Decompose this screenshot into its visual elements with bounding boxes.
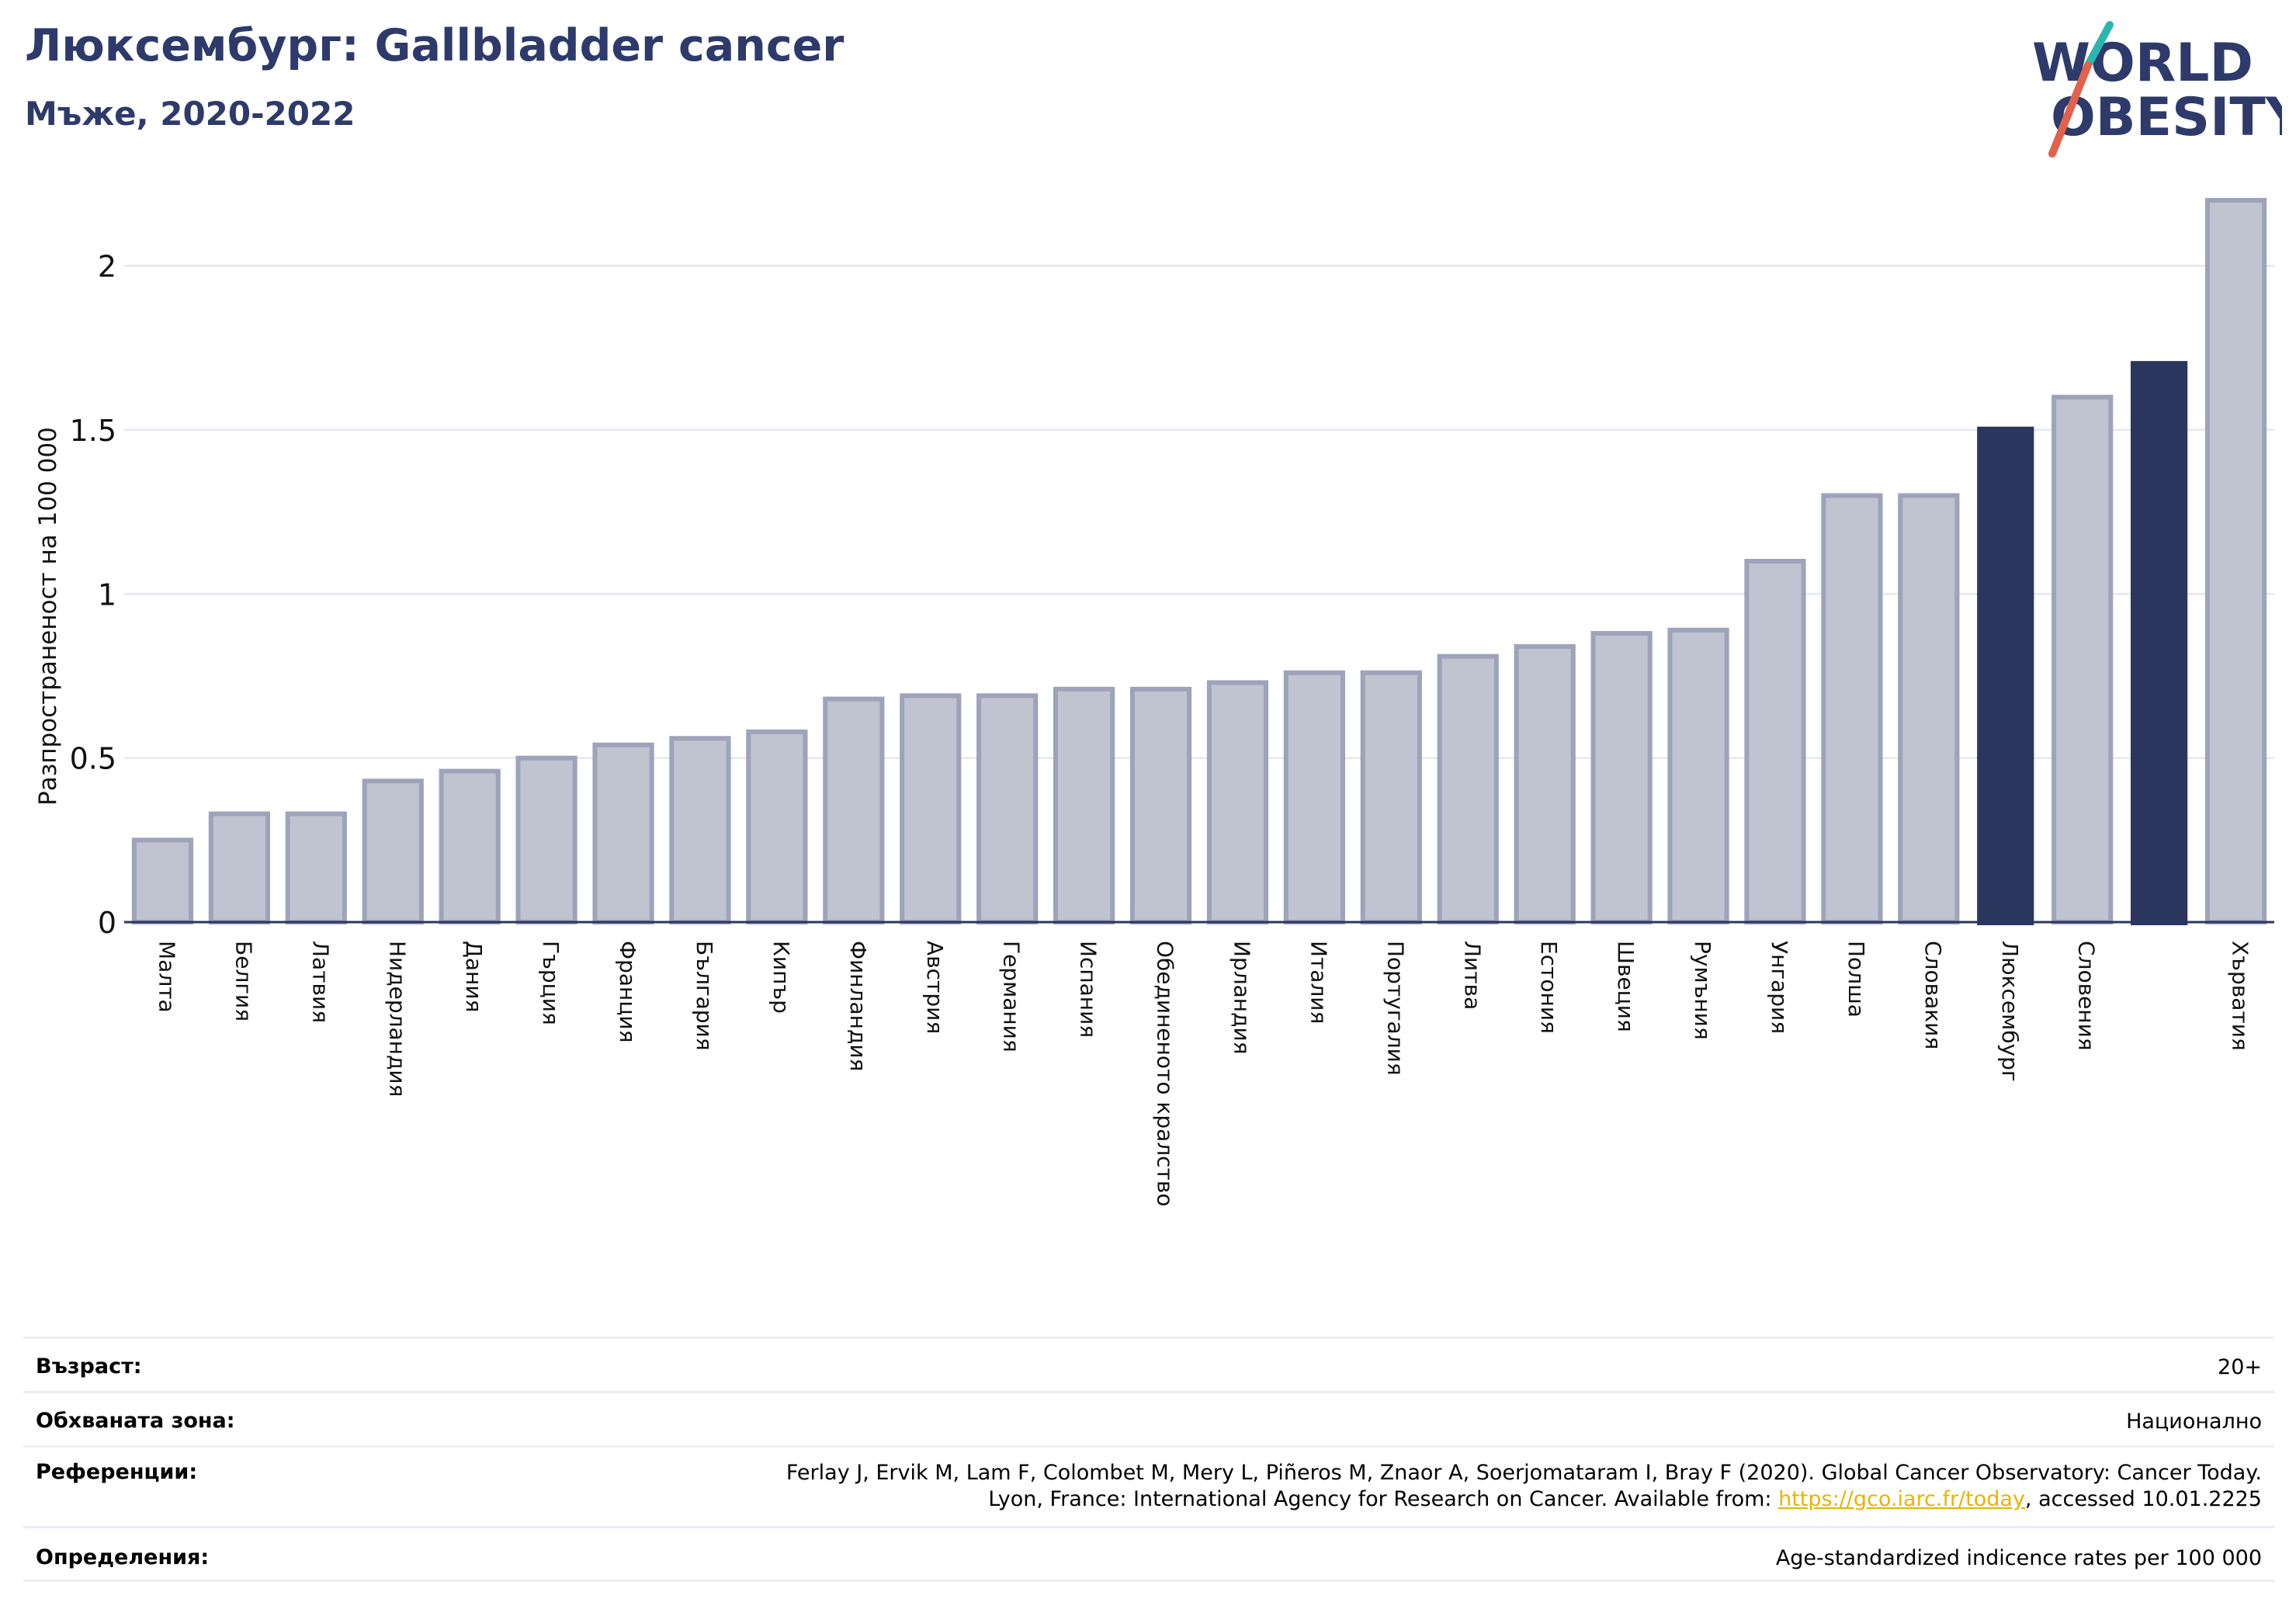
x-tick-label: Финландия — [845, 941, 871, 1071]
x-tick-label: Унгария — [1767, 941, 1792, 1034]
bar — [823, 696, 885, 925]
bar — [2204, 198, 2267, 924]
bar — [1283, 670, 1345, 925]
x-tick-label: Естония — [1536, 941, 1562, 1034]
bar — [900, 693, 962, 924]
page-subtitle: Мъже, 2020-2022 — [25, 95, 355, 133]
x-tick-label: Малта — [154, 941, 179, 1013]
info-table: Възраст: 20+ Обхваната зона: Национално … — [23, 1337, 2274, 1582]
x-tick-label: Словакия — [1920, 941, 1946, 1049]
bar — [1590, 631, 1653, 924]
info-value-area: Национално — [2126, 1410, 2262, 1434]
bar — [208, 811, 270, 924]
info-value-references: Ferlay J, Ervik M, Lam F, Colombet M, Me… — [786, 1460, 2274, 1513]
x-tick-label: Литва — [1459, 941, 1485, 1010]
bar — [1977, 426, 2034, 925]
x-tick-label: Италия — [1306, 941, 1331, 1024]
page-title: Люксембург: Gallbladder cancer — [25, 20, 845, 71]
info-value-definitions: Age-standardized indicence rates per 100… — [1775, 1546, 2262, 1570]
world-obesity-logo: WORLD OBESITY — [2032, 21, 2282, 158]
bar-chart: 0 0.5 1 1.5 2 Разпространеност на 100 000 Малт… — [34, 198, 2274, 1207]
x-tick-label: Франция — [615, 941, 640, 1042]
x-tick-label: Ирландия — [1229, 941, 1254, 1054]
info-label-age: Възраст: — [36, 1354, 142, 1379]
reference-line-2: Lyon, France: International Agency for R… — [786, 1486, 2262, 1513]
x-tick-label: Австрия — [922, 941, 948, 1034]
y-tick-label: 0.5 — [70, 742, 116, 776]
x-tick-label: Гърция — [538, 941, 564, 1025]
y-axis-title: Разпространеност на 100 000 — [34, 427, 62, 806]
x-tick-label: Дания — [461, 941, 487, 1012]
info-row-references: Референции: Ferlay J, Ervik M, Lam F, Co… — [23, 1445, 2274, 1526]
x-tick-label: Нидерландия — [384, 941, 410, 1097]
reference-line-1: Ferlay J, Ervik M, Lam F, Colombet M, Me… — [786, 1461, 2262, 1485]
y-tick-label: 2 — [98, 250, 116, 284]
logo-word-1: WORLD — [2032, 33, 2253, 94]
bar — [362, 779, 424, 925]
y-tick-label: 0 — [98, 906, 116, 940]
axis-labels: 0 0.5 1 1.5 2 Разпространеност на 100 000 Малт… — [34, 250, 2253, 1207]
bar — [439, 768, 501, 925]
x-tick-label: Словения — [2074, 941, 2100, 1051]
x-tick-label: Кипър — [768, 941, 794, 1014]
logo-slash-top — [2084, 21, 2114, 69]
bar — [1898, 493, 1960, 924]
bar — [1667, 627, 1729, 924]
x-tick-label: Обединеното кралство — [1153, 941, 1178, 1206]
logo-slash-bottom — [2048, 61, 2092, 158]
bar — [131, 838, 194, 925]
x-tick-label: Белгия — [231, 941, 256, 1021]
reference-line-2-end: , accessed 10.01.2225 — [2024, 1487, 2262, 1511]
x-tick-label: Португалия — [1382, 941, 1408, 1076]
reference-link[interactable]: https://gco.iarc.fr/today — [1778, 1487, 2025, 1511]
logo-word-2: OBESITY — [2051, 87, 2282, 148]
bar — [285, 811, 347, 924]
bar — [2051, 394, 2114, 924]
bar — [1360, 670, 1422, 925]
bar — [1053, 686, 1115, 924]
info-row-age: Възраст: 20+ — [23, 1337, 2274, 1391]
info-value-age: 20+ — [2218, 1355, 2262, 1379]
x-tick-label: Полша — [1843, 941, 1869, 1018]
x-tick-label: Люксембург — [1997, 941, 2023, 1082]
x-tick-label: България — [692, 941, 717, 1051]
x-tick-label: Хърватия — [2228, 941, 2253, 1051]
bar — [1744, 559, 1806, 924]
bar — [669, 736, 731, 924]
bar — [746, 729, 808, 924]
reference-line-2-start: Lyon, France: International Agency for R… — [988, 1487, 1779, 1511]
y-tick-label: 1.5 — [70, 414, 116, 448]
info-row-area: Обхваната зона: Национално — [23, 1391, 2274, 1445]
bar — [1821, 493, 1883, 924]
x-tick-label: Швеция — [1613, 941, 1639, 1032]
bar — [1437, 654, 1499, 924]
bar — [515, 755, 577, 924]
bar — [976, 693, 1039, 924]
bar — [1129, 686, 1192, 924]
x-tick-label: Германия — [999, 941, 1025, 1053]
info-row-definitions: Определения: Age-standardized indicence … — [23, 1526, 2274, 1582]
x-tick-label: Латвия — [307, 941, 333, 1023]
x-tick-label: Румъния — [1690, 941, 1715, 1040]
info-label-area: Обхваната зона: — [36, 1409, 235, 1433]
info-label-definitions: Определения: — [36, 1545, 210, 1569]
bar — [1514, 643, 1576, 925]
bar — [1206, 680, 1269, 925]
info-label-references: Референции: — [36, 1460, 198, 1484]
bars — [131, 198, 2267, 925]
bar — [592, 742, 654, 925]
y-tick-label: 1 — [98, 577, 116, 612]
x-tick-label: Испания — [1076, 941, 1101, 1038]
bar — [2131, 361, 2188, 925]
